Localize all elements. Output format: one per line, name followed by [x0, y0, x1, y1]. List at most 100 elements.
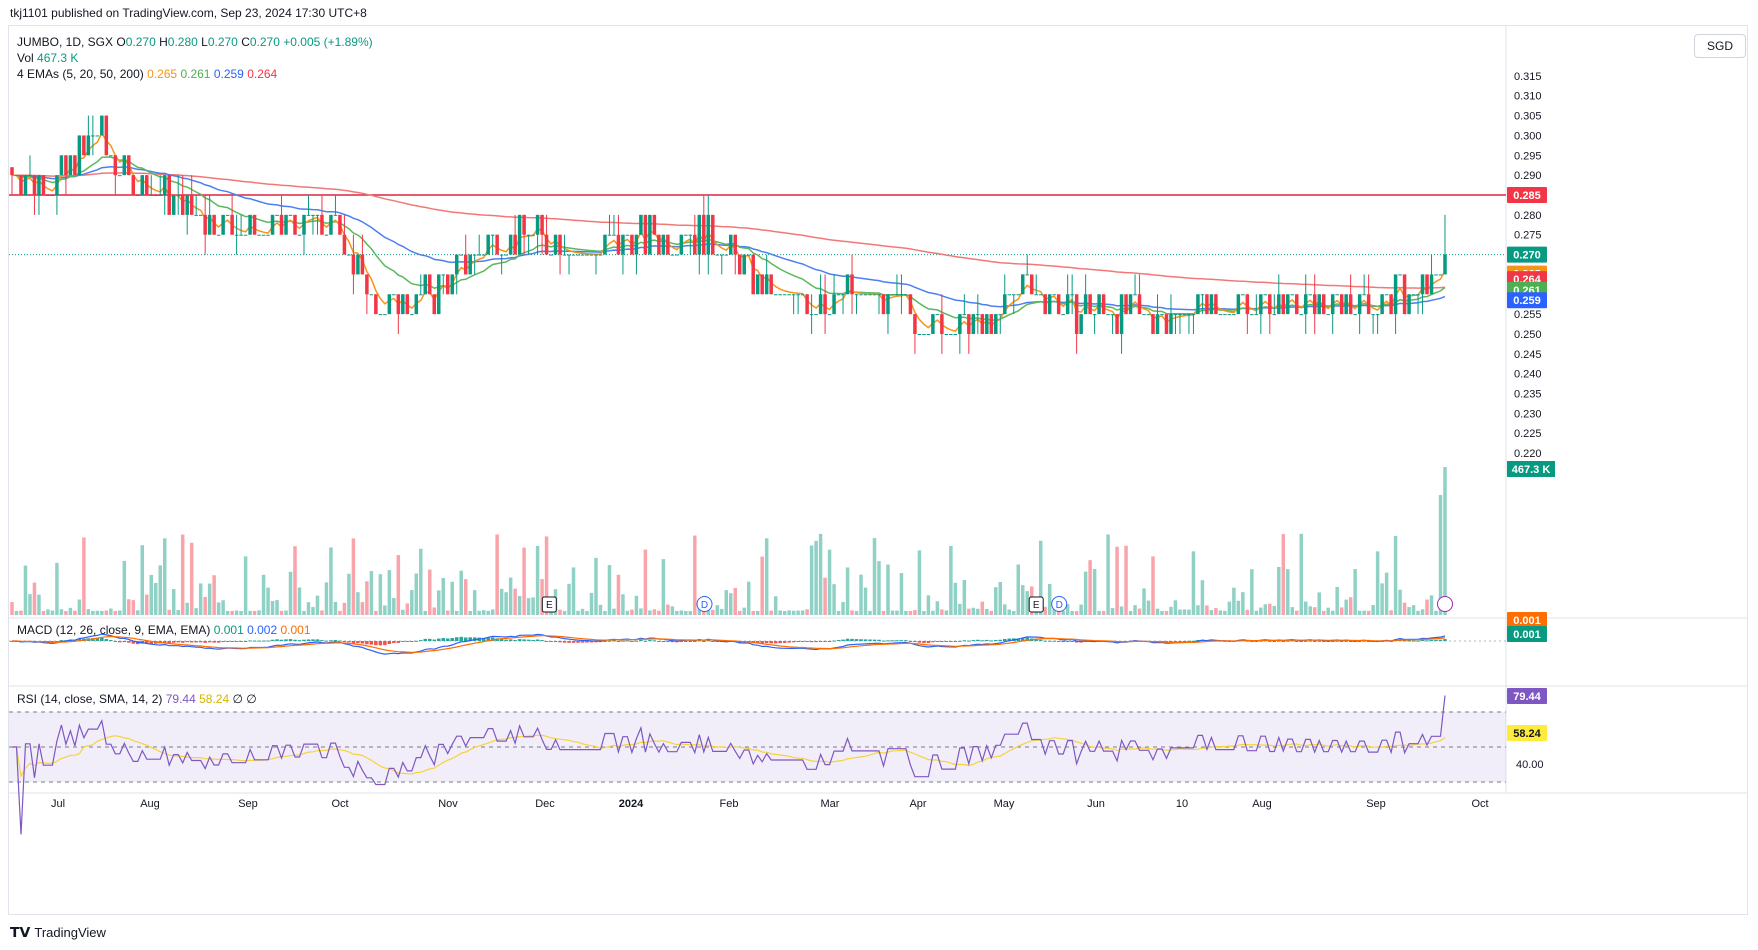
candle-body — [410, 314, 414, 316]
macd-histogram-bar — [293, 639, 297, 641]
macd-histogram-bar — [702, 641, 706, 642]
volume-bar — [630, 609, 634, 615]
candle-body — [836, 294, 841, 296]
candle-body — [1259, 294, 1263, 315]
candle-body — [1052, 294, 1056, 296]
candle-body — [46, 195, 50, 197]
candle-body — [212, 214, 216, 235]
candle-body — [1160, 314, 1164, 316]
candle-body — [616, 234, 621, 255]
macd-histogram-bar — [1443, 639, 1447, 641]
candle-body — [369, 294, 374, 296]
ema20-value: 0.261 — [180, 67, 211, 81]
candle-body — [293, 214, 297, 235]
volume-bar — [1151, 556, 1155, 615]
candle-body — [594, 254, 598, 256]
candle-body — [886, 294, 890, 315]
volume-bar — [711, 609, 715, 615]
candle-body — [724, 254, 729, 256]
volume-bar — [1200, 580, 1205, 615]
volume-bar — [1281, 534, 1286, 615]
volume-bar — [405, 603, 410, 615]
candle-body — [895, 294, 899, 296]
footer-brand: TradingView — [34, 925, 106, 940]
currency-button[interactable]: SGD — [1694, 34, 1746, 58]
price-tick-label: 0.310 — [1514, 91, 1542, 103]
price-tick-label: 0.220 — [1514, 448, 1542, 460]
candle-body — [827, 314, 832, 316]
candle-body — [1061, 314, 1065, 316]
volume-bar — [145, 594, 149, 615]
candle-body — [1173, 314, 1178, 316]
rsi-value-2: 58.24 — [199, 692, 230, 706]
macd-histogram-bar — [1250, 641, 1254, 642]
price-tick-label: 0.280 — [1514, 210, 1542, 222]
earnings-marker — [1028, 596, 1044, 613]
macd-histogram-bar — [962, 640, 967, 642]
candle-body — [1182, 314, 1187, 316]
volume-bar — [369, 571, 374, 615]
macd-histogram-bar — [185, 641, 189, 643]
candle-body — [1371, 314, 1375, 316]
candle-body — [176, 195, 180, 197]
volume-bar — [50, 610, 55, 615]
macd-histogram-bar — [459, 636, 463, 641]
volume-bar — [513, 588, 517, 615]
volume-bar — [1389, 610, 1393, 615]
candle-body — [854, 294, 859, 296]
ema200-value: 0.264 — [247, 67, 278, 81]
candle-body — [162, 175, 167, 196]
volume-bar — [378, 574, 383, 615]
macd-histogram-bar — [661, 641, 666, 642]
macd-histogram-bar — [1164, 641, 1169, 643]
volume-bar — [540, 579, 544, 615]
macd-histogram-bar — [288, 639, 293, 641]
volume-bar — [980, 601, 985, 615]
volume-bar — [863, 587, 868, 615]
candle-body — [850, 274, 854, 295]
volume-bar — [1362, 610, 1366, 615]
candle-body — [1407, 294, 1411, 315]
macd-histogram-bar — [553, 641, 558, 642]
macd-histogram-bar — [396, 641, 401, 643]
macd-histogram-bar — [463, 637, 468, 641]
volume-bar — [207, 583, 212, 615]
volume-bar — [109, 608, 113, 615]
candle-body — [1151, 314, 1155, 334]
volume-bar — [1169, 606, 1173, 615]
volume-bar — [1393, 535, 1398, 615]
candle-body — [1429, 274, 1434, 295]
volume-bar — [490, 609, 495, 615]
volume-bar — [1133, 605, 1137, 615]
candle-body — [657, 234, 661, 255]
volume-badge: 467.3 K — [1512, 464, 1551, 476]
volume-bar — [962, 579, 967, 615]
main-legend: JUMBO, 1D, SGX O0.270 H0.280 L0.270 C0.2… — [17, 34, 373, 82]
macd-histogram-bar — [365, 641, 369, 645]
candle-body — [41, 175, 46, 196]
candle-body — [1321, 294, 1326, 315]
macd-histogram-bar — [230, 641, 234, 642]
candle-body — [549, 254, 553, 256]
volume-bar — [1344, 599, 1348, 615]
macd-histogram-bar — [971, 640, 976, 642]
macd-histogram-bar — [1286, 640, 1290, 642]
candle-body — [1227, 314, 1232, 316]
candle-body — [145, 175, 149, 196]
time-axis-label: Oct — [1471, 798, 1488, 810]
candle-body — [1357, 294, 1362, 315]
volume-bar — [499, 588, 504, 615]
macd-histogram-bar — [630, 641, 634, 642]
volume-bar — [1321, 610, 1326, 615]
macd-histogram-bar — [863, 639, 868, 641]
macd-histogram-bar — [1281, 641, 1286, 642]
candle-body — [526, 234, 531, 236]
candle-body — [733, 234, 737, 255]
candle-body — [234, 234, 239, 236]
macd-histogram-bar — [827, 641, 832, 642]
volume-bar — [127, 599, 131, 615]
volume-bar — [809, 545, 814, 615]
macd-histogram-bar — [441, 638, 445, 641]
macd-histogram-bar — [468, 637, 472, 641]
macd-histogram-bar — [1407, 640, 1411, 642]
